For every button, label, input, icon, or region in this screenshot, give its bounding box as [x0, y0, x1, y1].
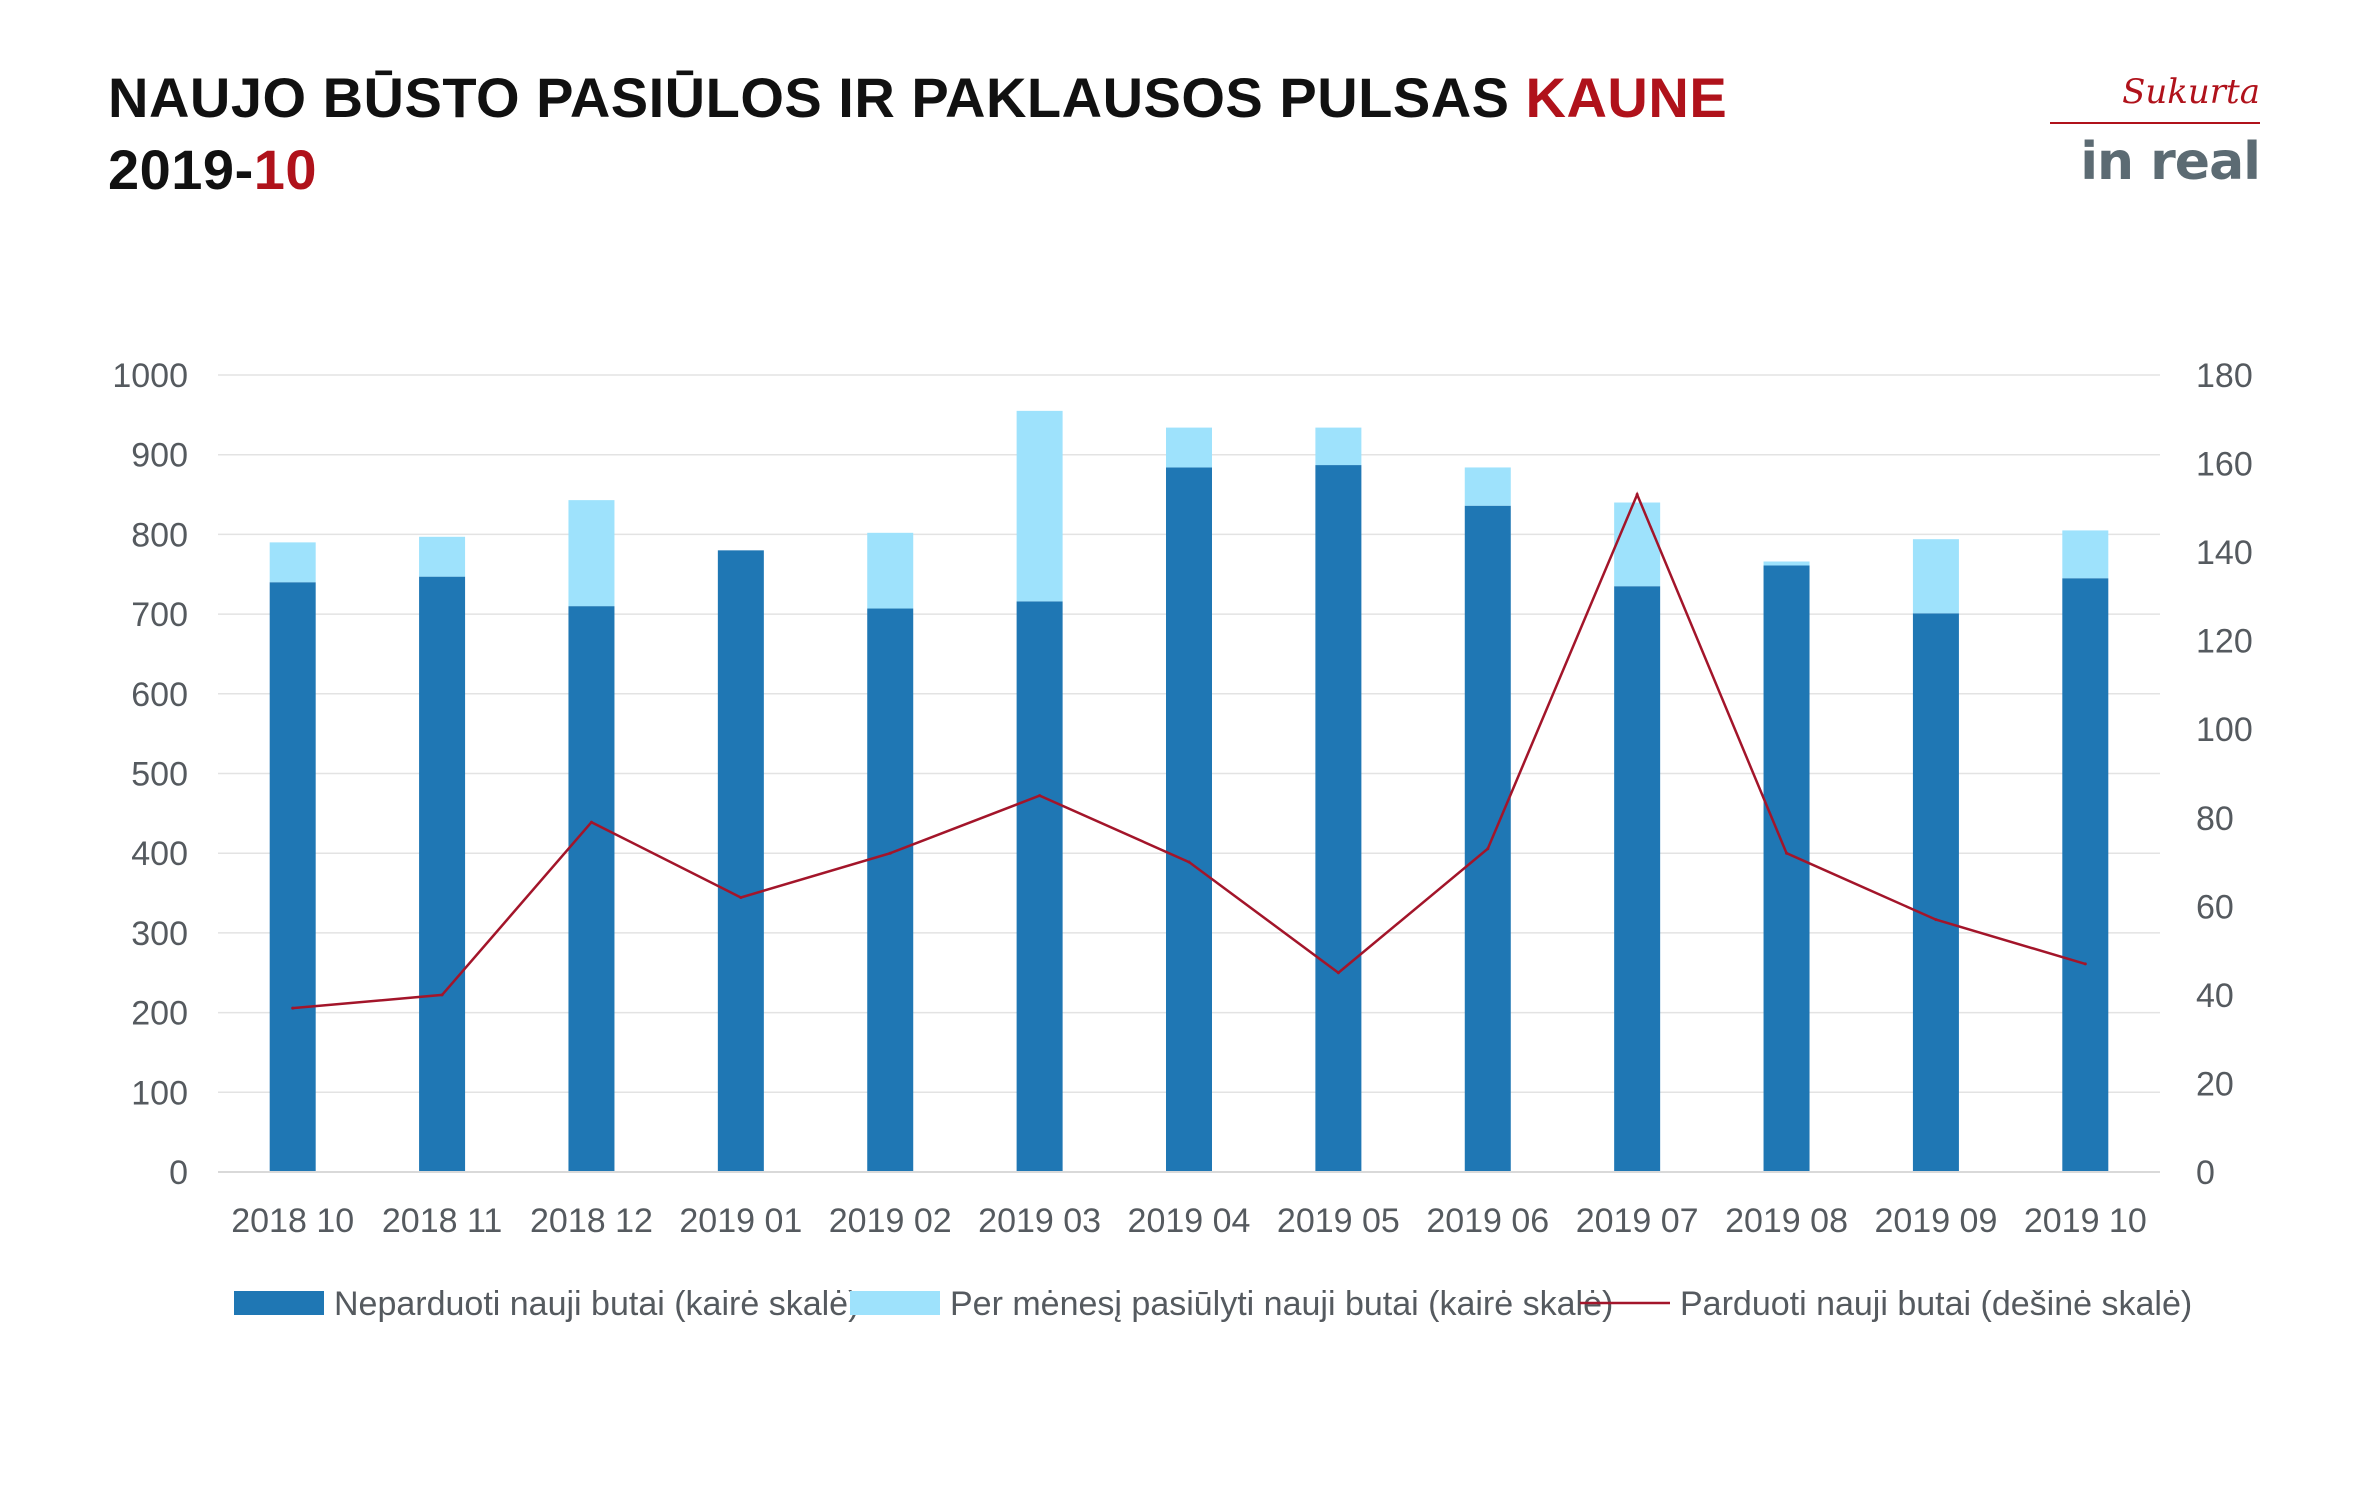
bar-offered — [568, 500, 615, 607]
legend-unsold-label: Neparduoti nauji butai (kairė skalė) — [334, 1285, 859, 1323]
left-tick-label: 800 — [131, 516, 188, 554]
bars — [269, 410, 2109, 1172]
x-tick-label: 2019 01 — [679, 1202, 802, 1240]
sold-point — [1785, 851, 1789, 855]
legend: Neparduoti nauji butai (kairė skalė) Per … — [234, 1285, 2192, 1323]
logo-tagline: Sukurta — [2122, 72, 2260, 112]
bar-offered — [419, 536, 466, 577]
bar-offered — [1912, 539, 1959, 614]
right-tick-label: 60 — [2196, 888, 2234, 926]
right-tick-label: 180 — [2196, 357, 2253, 395]
bar-offered — [1315, 427, 1362, 466]
bar-offered — [1464, 467, 1511, 506]
sold-point — [1934, 918, 1938, 922]
x-tick-label: 2018 12 — [530, 1202, 653, 1240]
left-tick-label: 0 — [169, 1154, 188, 1192]
bar-offered — [1763, 561, 1810, 566]
bar-unsold — [1614, 586, 1661, 1172]
right-tick-label: 40 — [2196, 977, 2234, 1015]
right-tick-label: 100 — [2196, 711, 2253, 749]
sold-point — [1635, 493, 1639, 497]
bar-unsold — [2062, 578, 2109, 1172]
title-main: NAUJO BŪSTO PASIŪLOS IR PAKLAUSOS PULSAS — [108, 66, 1526, 129]
chart-title: NAUJO BŪSTO PASIŪLOS IR PAKLAUSOS PULSAS… — [108, 62, 1727, 206]
x-tick-label: 2019 02 — [829, 1202, 952, 1240]
x-tick-label: 2018 10 — [231, 1202, 354, 1240]
left-axis: 0 100 200 300 400 500 600 700 800 900 1000 — [112, 357, 188, 1192]
left-tick-label: 300 — [131, 915, 188, 953]
bar-unsold — [1464, 505, 1511, 1172]
legend-offered-label: Per mėnesį pasiūlyti nauji butai (kairė … — [950, 1285, 1613, 1323]
sold-point — [739, 895, 743, 899]
bar-offered — [1614, 502, 1661, 587]
left-tick-label: 1000 — [112, 357, 188, 395]
bar-unsold — [867, 608, 914, 1172]
right-tick-label: 120 — [2196, 623, 2253, 661]
sold-line-series — [291, 491, 2087, 1010]
brand-logo: Sukurta in real — [2040, 72, 2261, 212]
x-tick-label: 2018 11 — [382, 1202, 502, 1240]
left-tick-label: 900 — [131, 437, 188, 475]
x-tick-label: 2019 08 — [1725, 1202, 1848, 1240]
legend-sold-label: Parduoti nauji butai (dešinė skalė) — [1680, 1285, 2192, 1323]
sold-point — [2083, 962, 2087, 966]
title-city: KAUNE — [1525, 66, 1728, 129]
x-tick-label: 2019 07 — [1576, 1202, 1699, 1240]
sold-point — [1486, 847, 1490, 851]
bar-unsold — [419, 576, 466, 1172]
right-tick-label: 140 — [2196, 534, 2253, 572]
left-tick-label: 400 — [131, 835, 188, 873]
left-tick-label: 700 — [131, 596, 188, 634]
right-tick-label: 0 — [2196, 1154, 2215, 1192]
x-tick-label: 2019 10 — [2024, 1202, 2147, 1240]
bar-unsold — [1912, 613, 1959, 1172]
right-tick-label: 20 — [2196, 1065, 2234, 1103]
logo-brand: in real — [2080, 132, 2261, 192]
title-line-1: NAUJO BŪSTO PASIŪLOS IR PAKLAUSOS PULSAS… — [108, 62, 1727, 134]
x-tick-label: 2019 03 — [978, 1202, 1101, 1240]
x-tick-label: 2019 09 — [1874, 1202, 1997, 1240]
sold-point — [440, 993, 444, 997]
x-tick-label: 2019 05 — [1277, 1202, 1400, 1240]
logo-underline — [2050, 122, 2260, 124]
title-date-month: 10 — [253, 138, 318, 201]
bar-unsold — [568, 606, 615, 1172]
bar-unsold — [1763, 565, 1810, 1172]
x-tick-label: 2019 06 — [1426, 1202, 1549, 1240]
bar-offered — [867, 532, 914, 609]
bar-offered — [1016, 410, 1063, 602]
legend-unsold-swatch — [234, 1291, 324, 1315]
right-axis: 0 20 40 60 80 100 120 140 160 180 — [2196, 357, 2253, 1192]
sold-point — [589, 820, 593, 824]
title-line-2: 2019-10 — [108, 134, 1727, 206]
sold-point — [1038, 794, 1042, 798]
left-tick-label: 100 — [131, 1074, 188, 1112]
bar-offered — [1166, 427, 1212, 468]
right-tick-label: 160 — [2196, 446, 2253, 484]
bar-unsold — [269, 582, 316, 1172]
bar-unsold — [717, 550, 764, 1172]
bar-unsold — [1315, 465, 1362, 1172]
bar-offered — [2062, 530, 2109, 579]
legend-offered-swatch — [850, 1291, 940, 1315]
sold-point — [291, 1006, 295, 1010]
bar-unsold — [1166, 467, 1212, 1172]
x-tick-label: 2019 04 — [1128, 1202, 1251, 1240]
left-tick-label: 500 — [131, 756, 188, 794]
sold-point — [1187, 860, 1191, 864]
sold-point — [888, 851, 892, 855]
title-date-prefix: 2019- — [108, 138, 254, 201]
left-tick-label: 200 — [131, 995, 188, 1033]
bar-offered — [269, 542, 316, 583]
right-tick-label: 80 — [2196, 800, 2234, 838]
bar-unsold — [1016, 601, 1063, 1172]
x-axis: 2018 10 2018 11 2018 12 2019 01 2019 02 2019 … — [218, 1171, 2160, 1240]
sold-point — [1336, 971, 1340, 975]
left-tick-label: 600 — [131, 676, 188, 714]
